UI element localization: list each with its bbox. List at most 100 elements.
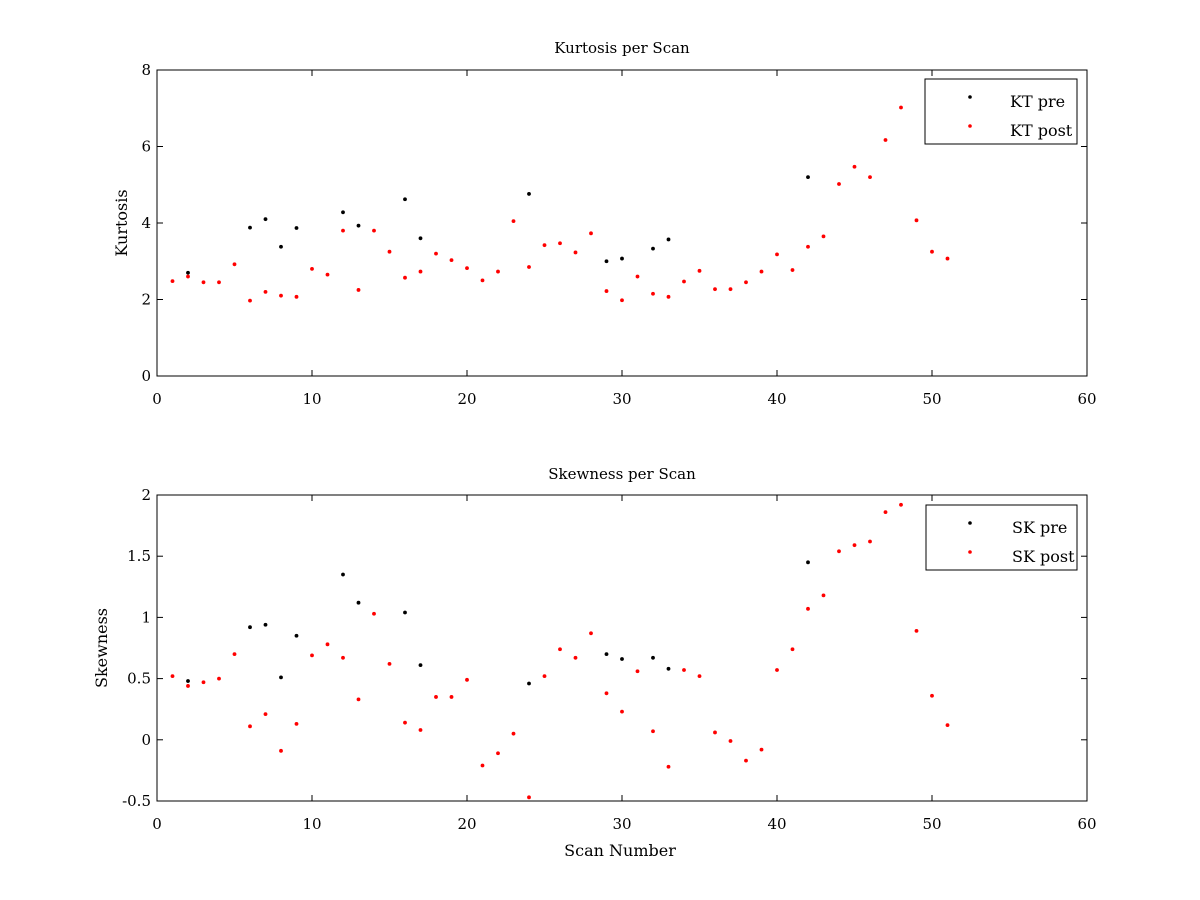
kurtosis-subplot: Kurtosis per Scan Kurtosis 0 10 20 30 40 50 60… (112, 39, 1097, 408)
skewness-point-sk-post (651, 729, 655, 734)
kurtosis-point-kt-post (666, 294, 671, 299)
skewness-point-sk-pre (666, 666, 671, 671)
skewness-point-sk-pre (418, 663, 423, 668)
kurtosis-point-kt-post (589, 231, 593, 236)
skewness-title: Skewness per Scan (548, 465, 696, 483)
kurtosis-point-kt-post (542, 243, 547, 248)
kurtosis-legend-label-kt-post: KT post (1010, 121, 1073, 140)
kurtosis-point-kt-pre (279, 244, 283, 249)
skewness-point-sk-post (573, 655, 578, 660)
kurtosis-legend-marker-kt-pre (968, 95, 972, 99)
skewness-point-sk-pre (604, 652, 609, 657)
skewness-point-sk-post (496, 751, 500, 756)
kurtosis-point-kt-post (279, 293, 283, 298)
kurtosis-point-kt-post (170, 279, 175, 284)
kurtosis-point-kt-post (325, 272, 330, 277)
skewness-point-sk-post (868, 539, 872, 544)
kurtosis-title: Kurtosis per Scan (554, 39, 690, 57)
kurtosis-point-kt-post (511, 219, 516, 223)
skewness-legend-box (925, 504, 1078, 571)
kurtosis-point-kt-post (403, 275, 407, 280)
kurtosis-point-kt-pre (341, 210, 345, 215)
kurtosis-point-kt-post (480, 278, 485, 283)
skewness-y-tick-label: 0.5 (127, 670, 151, 688)
kurtosis-point-kt-post (186, 274, 190, 279)
kurtosis-point-kt-post (248, 298, 252, 303)
skewness-point-sk-post (186, 684, 190, 688)
kurtosis-y-tick-label: 8 (141, 61, 151, 79)
kurtosis-point-kt-post (465, 266, 469, 271)
skewness-x-axis-label: Scan Number (564, 841, 676, 860)
skewness-data-points (170, 502, 950, 800)
skewness-point-sk-pre (356, 600, 361, 605)
kurtosis-point-kt-post (837, 182, 841, 186)
skewness-point-sk-post (837, 549, 841, 554)
skewness-point-sk-post (449, 695, 454, 699)
kurtosis-point-kt-post (852, 164, 857, 169)
kurtosis-point-kt-post (775, 252, 779, 257)
skewness-y-tick-label: -0.5 (122, 792, 151, 810)
kurtosis-point-kt-post (682, 279, 686, 284)
skewness-point-sk-post (821, 593, 826, 598)
skewness-point-sk-pre (651, 655, 655, 660)
skewness-point-sk-post (945, 723, 950, 728)
skewness-point-sk-post (697, 674, 702, 679)
kurtosis-point-kt-post (806, 244, 810, 249)
kurtosis-point-kt-post (434, 251, 438, 256)
kurtosis-point-kt-pre (666, 237, 671, 242)
skewness-point-sk-post (713, 730, 717, 735)
skewness-y-tick-label: 0 (141, 731, 151, 749)
skewness-point-sk-post (310, 653, 314, 658)
skewness-x-tick-label: 10 (302, 815, 321, 833)
kurtosis-point-kt-post (496, 269, 500, 274)
kurtosis-point-kt-pre (263, 217, 268, 222)
skewness-x-tick-label: 20 (457, 815, 476, 833)
skewness-point-sk-post (775, 668, 779, 672)
skewness-point-sk-post (434, 695, 438, 699)
skewness-point-sk-post (248, 724, 252, 729)
skewness-point-sk-post (217, 676, 221, 681)
kurtosis-x-tick-label: 30 (612, 390, 631, 408)
skewness-point-sk-post (899, 502, 903, 507)
kurtosis-x-tick-label: 10 (302, 390, 321, 408)
skewness-point-sk-pre (186, 679, 190, 683)
kurtosis-point-kt-pre (356, 223, 361, 228)
kurtosis-point-kt-pre (651, 246, 655, 251)
kurtosis-point-kt-post (868, 175, 872, 180)
kurtosis-point-kt-post (449, 258, 454, 263)
kurtosis-y-tick-label: 2 (141, 291, 151, 309)
skewness-point-sk-post (387, 662, 392, 666)
skewness-point-sk-post (403, 720, 407, 725)
kurtosis-point-kt-pre (186, 270, 190, 275)
kurtosis-point-kt-post (744, 280, 748, 285)
skewness-point-sk-pre (294, 633, 299, 638)
kurtosis-point-kt-post (310, 267, 314, 271)
kurtosis-x-tick-label: 50 (922, 390, 941, 408)
skewness-point-sk-post (558, 647, 562, 652)
skewness-point-sk-post (790, 647, 795, 652)
kurtosis-legend-box (924, 78, 1078, 145)
skewness-x-tick-label: 50 (922, 815, 941, 833)
kurtosis-point-kt-post (263, 289, 268, 294)
skewness-point-sk-post (883, 510, 888, 515)
kurtosis-x-tick-label: 40 (767, 390, 786, 408)
kurtosis-point-kt-post (201, 280, 206, 285)
skewness-point-sk-post (372, 611, 376, 616)
kurtosis-point-kt-post (294, 294, 299, 299)
skewness-point-sk-post (806, 606, 810, 611)
kurtosis-point-kt-post (713, 287, 717, 292)
skewness-point-sk-post (170, 674, 175, 679)
skewness-ticks: 0 10 20 30 40 50 60-0.500.511.52 (122, 486, 1096, 833)
skewness-point-sk-post (201, 680, 206, 685)
skewness-point-sk-post (744, 758, 748, 763)
kurtosis-y-tick-label: 0 (141, 367, 151, 385)
kurtosis-point-kt-post (418, 269, 423, 274)
skewness-legend-label-sk-post: SK post (1012, 547, 1075, 566)
skewness-point-sk-pre (527, 681, 531, 686)
skewness-legend-marker-sk-post (968, 550, 972, 554)
kurtosis-point-kt-pre (248, 225, 252, 230)
skewness-point-sk-post (232, 652, 237, 657)
kurtosis-point-kt-post (573, 250, 578, 255)
kurtosis-point-kt-pre (403, 197, 407, 202)
